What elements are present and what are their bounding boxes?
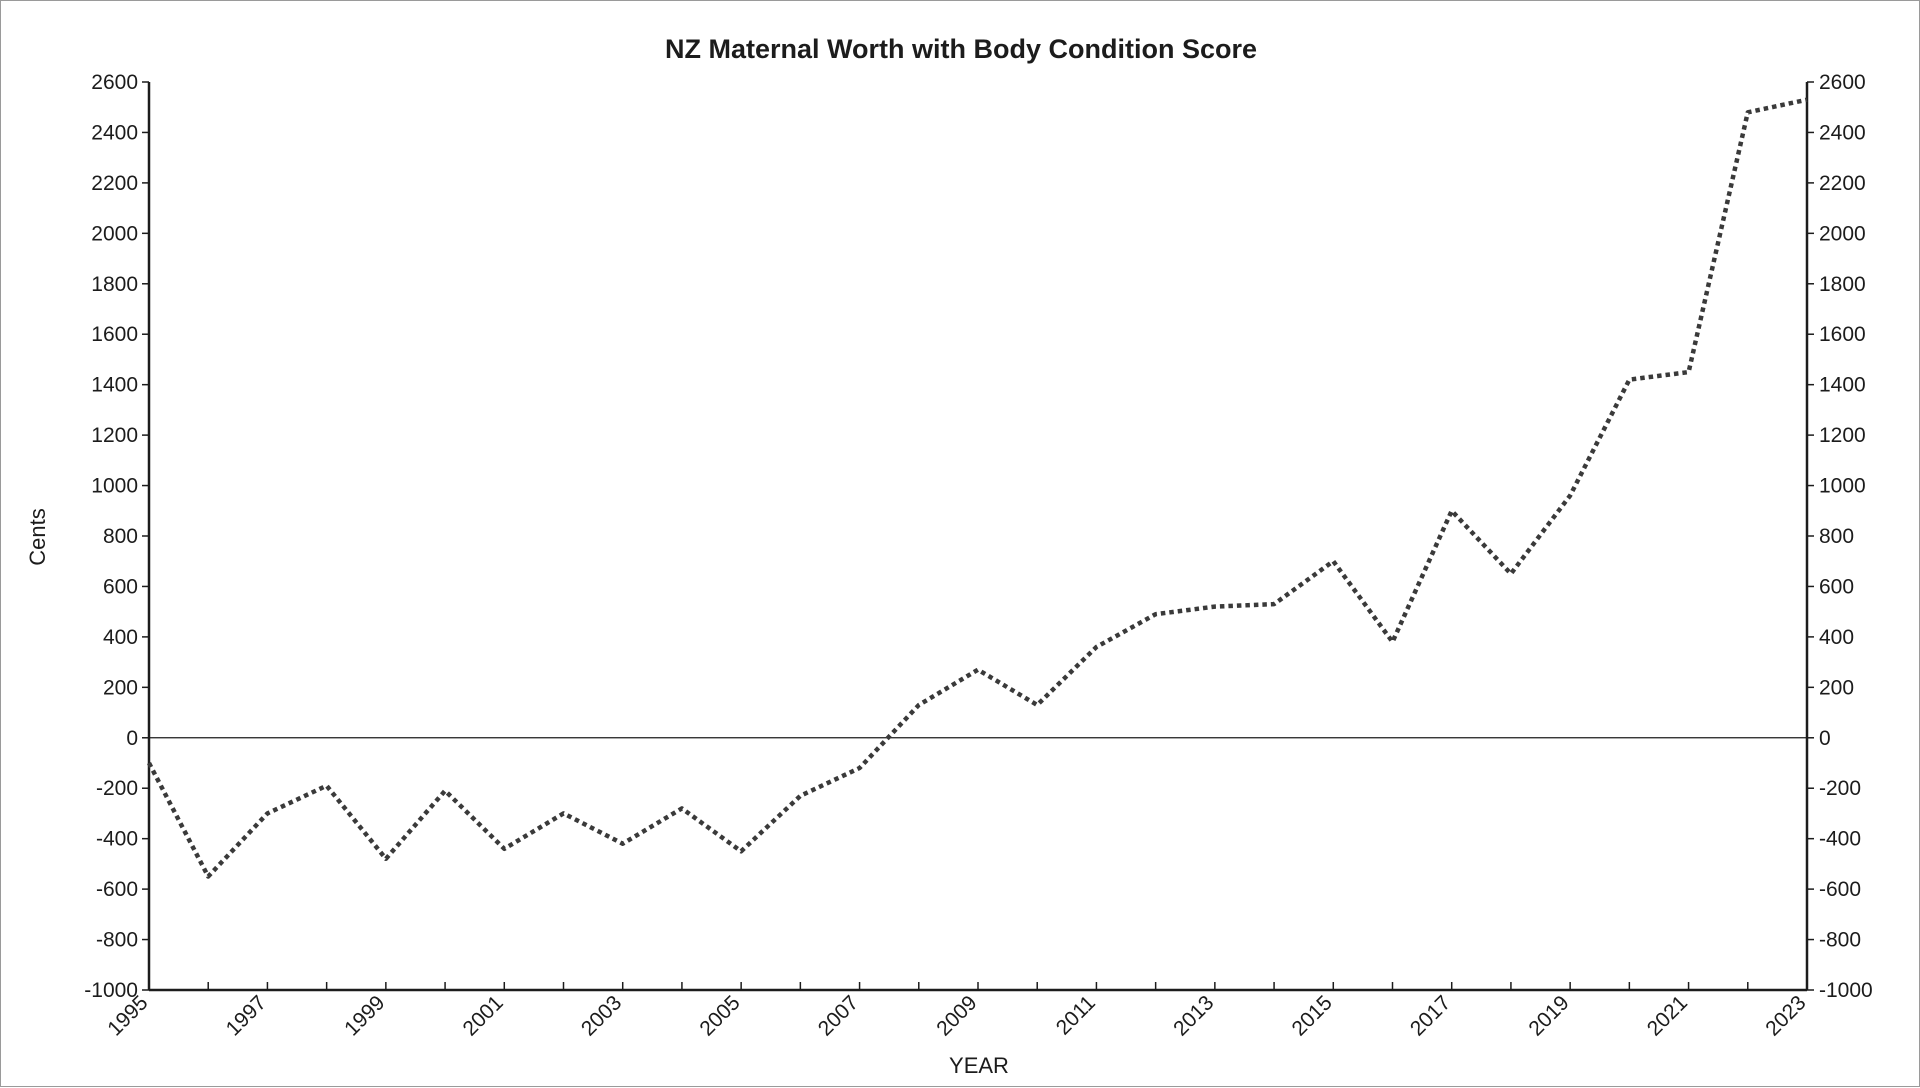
x-tick-label: 2009 <box>932 991 981 1040</box>
series-layer <box>149 100 1807 877</box>
x-tick-label: 1999 <box>340 991 389 1040</box>
x-tick-label: 2021 <box>1643 991 1692 1040</box>
y-tick-label-left: 800 <box>103 525 138 548</box>
y-tick-label-left: 2600 <box>91 71 138 94</box>
y-tick-label-left: 600 <box>103 575 138 598</box>
y-tick-label-right: -600 <box>1819 878 1861 901</box>
y-tick-label-right: -1000 <box>1819 979 1873 1002</box>
x-tick-label: 2017 <box>1406 991 1455 1040</box>
y-tick-label-right: 600 <box>1819 575 1854 598</box>
series-line-0 <box>149 100 1807 877</box>
y-tick-label-right: 1000 <box>1819 475 1866 498</box>
y-tick-label-left: -400 <box>96 828 138 851</box>
x-tick-label: 2001 <box>459 991 508 1040</box>
x-tick-label: 2015 <box>1288 991 1337 1040</box>
y-tick-label-left: 2200 <box>91 172 138 195</box>
y-tick-label-left: 200 <box>103 676 138 699</box>
y-tick-label-left: 0 <box>126 727 138 750</box>
x-tick-label: 2005 <box>695 991 744 1040</box>
y-tick-label-right: -400 <box>1819 828 1861 851</box>
y-tick-label-right: 0 <box>1819 727 1831 750</box>
y-tick-label-left: -800 <box>96 929 138 952</box>
y-tick-label-right: -800 <box>1819 929 1861 952</box>
y-tick-label-left: 1200 <box>91 424 138 447</box>
y-tick-label-left: 1000 <box>91 475 138 498</box>
y-tick-label-right: 1200 <box>1819 424 1866 447</box>
y-tick-label-left: -200 <box>96 777 138 800</box>
x-tick-label: 2019 <box>1524 991 1573 1040</box>
y-axis-title: Cents <box>25 508 50 565</box>
y-tick-label-left: 1600 <box>91 323 138 346</box>
y-tick-label-right: 1600 <box>1819 323 1866 346</box>
y-tick-label-right: 2200 <box>1819 172 1866 195</box>
x-axis-title: YEAR <box>949 1053 1009 1078</box>
y-tick-label-right: 1800 <box>1819 273 1866 296</box>
y-tick-label-right: 200 <box>1819 676 1854 699</box>
y-tick-label-right: -200 <box>1819 777 1861 800</box>
y-tick-label-left: 400 <box>103 626 138 649</box>
x-tick-label: 2003 <box>577 991 626 1040</box>
x-tick-label: 2007 <box>814 991 863 1040</box>
axes <box>149 82 1807 990</box>
y-tick-label-right: 400 <box>1819 626 1854 649</box>
x-tick-label: 2023 <box>1761 991 1810 1040</box>
y-tick-label-left: 2400 <box>91 121 138 144</box>
y-tick-label-left: -600 <box>96 878 138 901</box>
x-tick-label: 2013 <box>1169 991 1218 1040</box>
y-tick-label-right: 1400 <box>1819 374 1866 397</box>
tick-marks <box>142 82 1814 990</box>
chart-title: NZ Maternal Worth with Body Condition Sc… <box>665 34 1257 64</box>
y-tick-label-right: 2400 <box>1819 121 1866 144</box>
x-tick-label: 2011 <box>1052 991 1100 1039</box>
y-tick-label-left: 2000 <box>91 222 138 245</box>
y-tick-label-right: 2600 <box>1819 71 1866 94</box>
y-tick-label-right: 2000 <box>1819 222 1866 245</box>
y-tick-label-left: 1400 <box>91 374 138 397</box>
y-tick-label-right: 800 <box>1819 525 1854 548</box>
y-tick-label-left: 1800 <box>91 273 138 296</box>
x-tick-label: 1997 <box>222 991 271 1040</box>
